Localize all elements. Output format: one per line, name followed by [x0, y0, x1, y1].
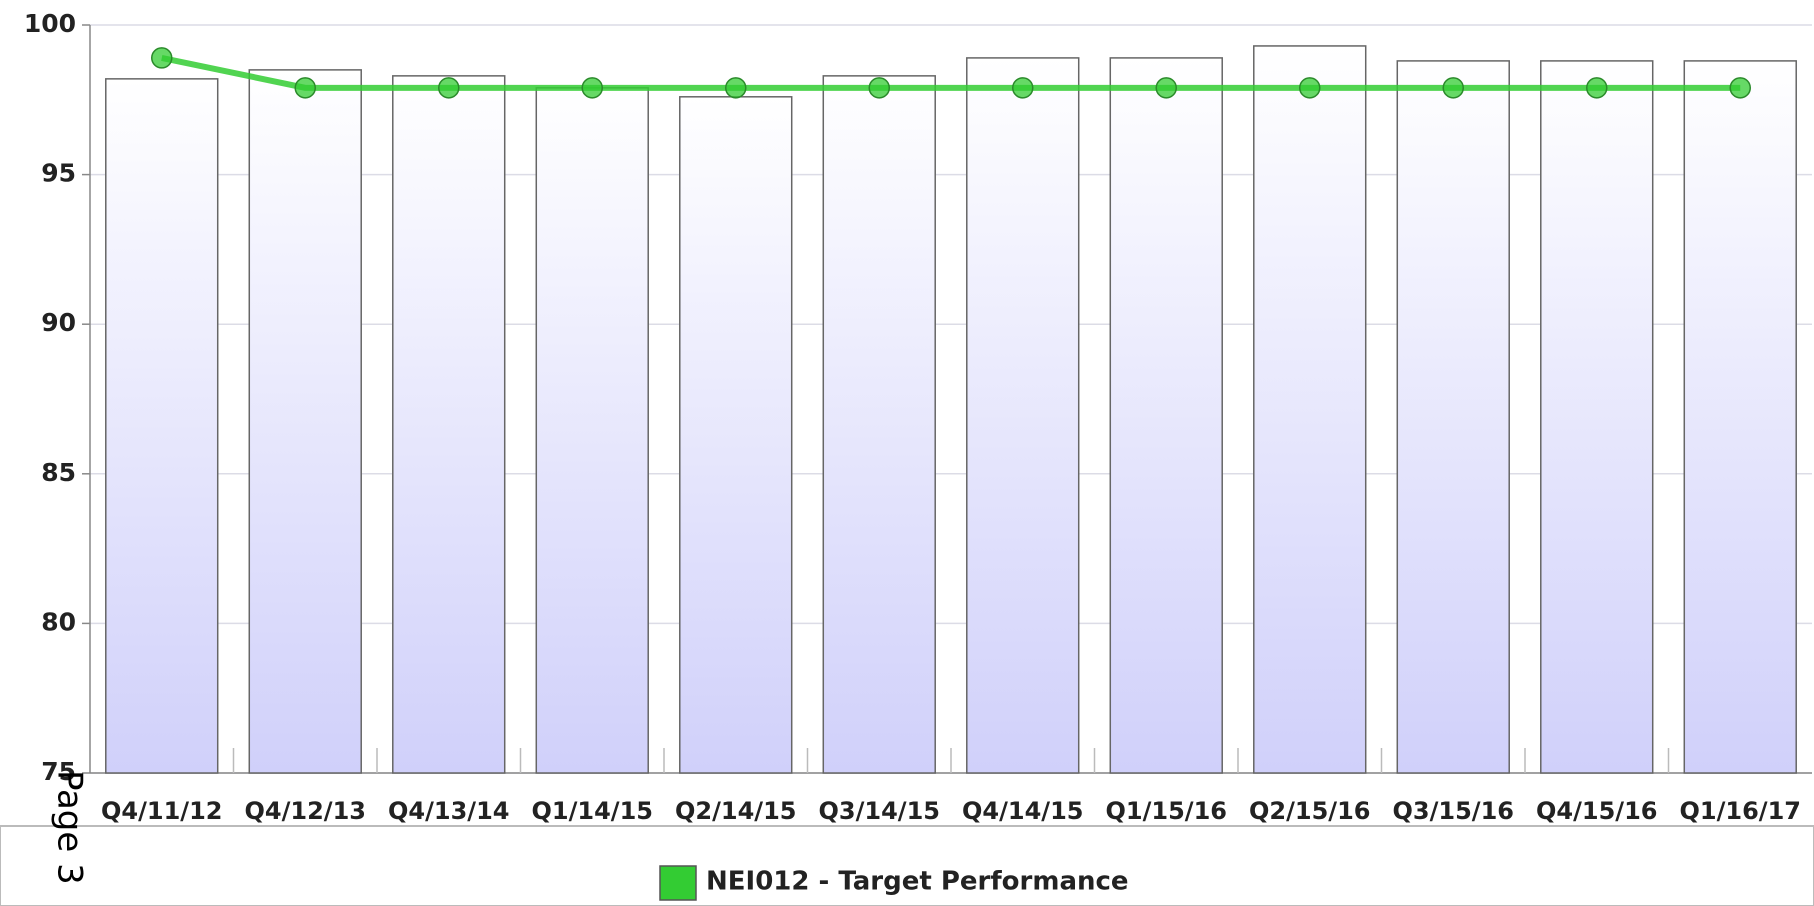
- line-marker: [1299, 77, 1321, 99]
- x-tick-label: Q1/15/16: [1106, 797, 1227, 825]
- line-marker: [725, 77, 747, 99]
- x-tick-label: Q1/14/15: [532, 797, 653, 825]
- line-marker: [1442, 77, 1464, 99]
- y-tick-label: 75: [41, 757, 76, 786]
- y-tick-label: 80: [41, 607, 76, 636]
- line-marker: [1155, 77, 1177, 99]
- bar: [1396, 60, 1510, 774]
- y-tick-label: 85: [41, 458, 76, 487]
- line-marker: [294, 77, 316, 99]
- x-tick-label: Q3/15/16: [1393, 797, 1514, 825]
- bar: [1683, 60, 1797, 774]
- legend-label: NEI012 - Target Performance: [706, 867, 1129, 897]
- line-marker: [868, 77, 890, 99]
- line-marker: [1729, 77, 1751, 99]
- x-tick-label: Q2/15/16: [1249, 797, 1370, 825]
- bar: [392, 75, 506, 774]
- x-tick-label: Q4/11/12: [101, 797, 222, 825]
- bar: [679, 96, 793, 774]
- y-tick-label: 95: [41, 159, 76, 188]
- bar: [1540, 60, 1654, 774]
- line: [161, 54, 1741, 91]
- x-tick-label: Q2/14/15: [675, 797, 796, 825]
- line-marker: [1586, 77, 1608, 99]
- bar: [1109, 57, 1223, 774]
- bar: [1253, 45, 1367, 774]
- line-marker: [1012, 77, 1034, 99]
- legend-swatch: [659, 865, 697, 901]
- page-label: Page 3: [50, 770, 90, 885]
- line-marker: [581, 77, 603, 99]
- y-tick-label: 90: [41, 308, 76, 337]
- bar: [822, 75, 936, 774]
- bar: [966, 57, 1080, 774]
- legend-box: [0, 825, 1814, 906]
- x-tick-label: Q4/15/16: [1536, 797, 1657, 825]
- bar: [248, 69, 362, 774]
- x-tick-label: Q4/14/15: [962, 797, 1083, 825]
- x-tick-label: Q1/16/17: [1680, 797, 1801, 825]
- x-tick-label: Q4/12/13: [245, 797, 366, 825]
- x-tick-label: Q4/13/14: [388, 797, 509, 825]
- y-tick-label: 100: [24, 9, 76, 38]
- line-marker: [438, 77, 460, 99]
- x-tick-label: Q3/14/15: [819, 797, 940, 825]
- bar: [535, 87, 649, 774]
- bar: [105, 78, 219, 774]
- line-marker: [151, 47, 173, 69]
